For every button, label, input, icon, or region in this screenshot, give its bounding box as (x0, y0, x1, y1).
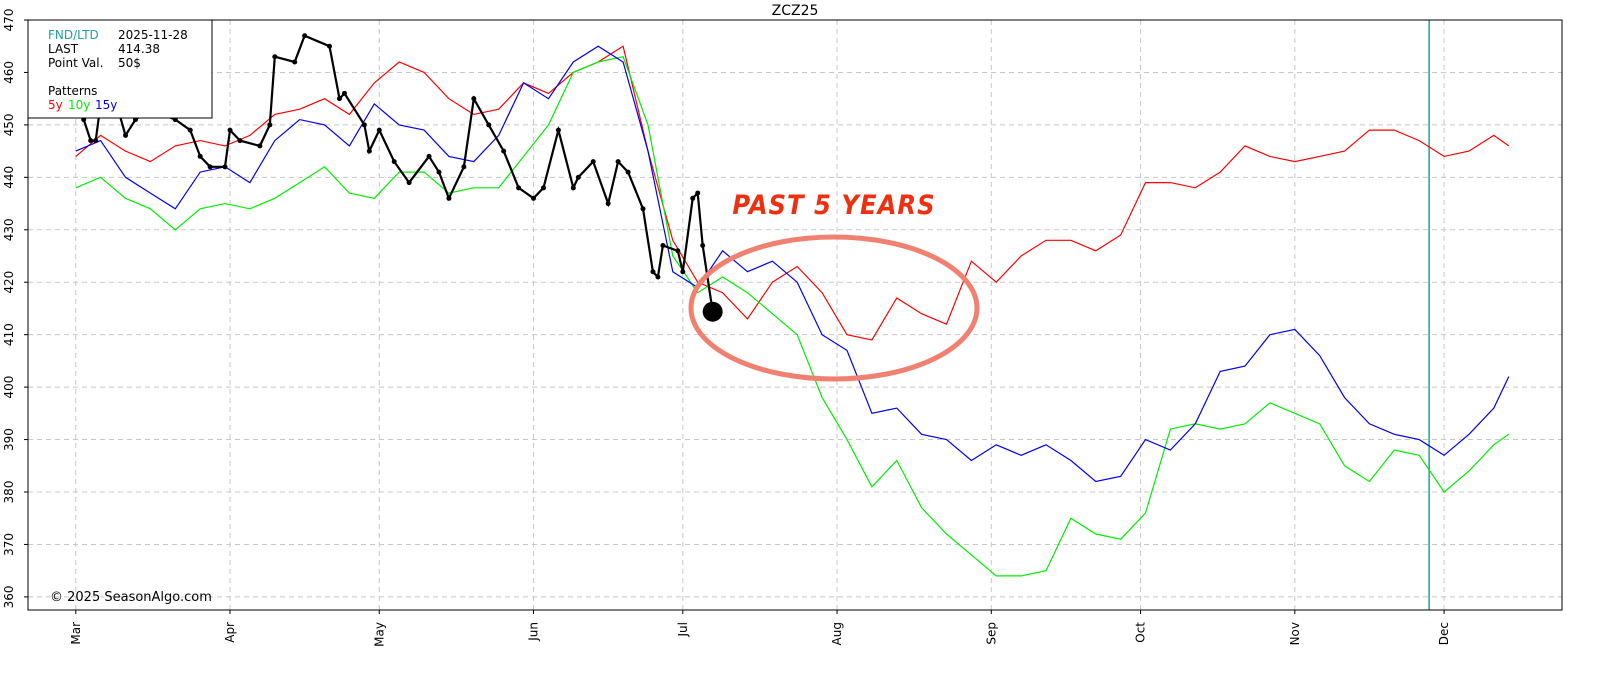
point (237, 138, 243, 144)
point (426, 153, 432, 159)
info-label: Patterns (48, 84, 97, 98)
info-label: Point Val. (48, 56, 103, 70)
point (446, 195, 452, 201)
point (187, 127, 193, 133)
point (555, 127, 561, 133)
point (516, 185, 522, 191)
point (267, 122, 273, 128)
point (625, 169, 631, 175)
point (690, 195, 696, 201)
y-tick-label: 390 (2, 428, 16, 451)
x-tick-label: May (372, 622, 386, 647)
annotation: PAST 5 YEARS (732, 190, 935, 221)
y-tick-label: 360 (2, 585, 16, 608)
point (366, 148, 372, 154)
y-tick-label: 450 (2, 113, 16, 136)
y-tick-label: 460 (2, 61, 16, 84)
point (700, 243, 706, 249)
point (292, 59, 298, 65)
x-tick-label: Nov (1288, 622, 1302, 645)
point (501, 148, 507, 154)
point (123, 132, 129, 138)
y-tick-label: 440 (2, 166, 16, 189)
point (570, 185, 576, 191)
pattern-line (75, 45, 1510, 341)
point (197, 153, 203, 159)
point (640, 206, 646, 212)
y-tick-label: 470 (2, 9, 16, 32)
x-tick-label: Jun (527, 622, 541, 642)
y-tick-label: 370 (2, 533, 16, 556)
point (660, 243, 666, 249)
pattern-line (75, 45, 1510, 483)
x-tick-label: Sep (984, 622, 998, 645)
point (605, 201, 611, 207)
point (227, 127, 233, 133)
point (575, 174, 581, 180)
point (486, 122, 492, 128)
point (461, 164, 467, 170)
point (361, 122, 367, 128)
point (650, 269, 656, 275)
x-tick-label: Jul (676, 622, 690, 637)
y-tick-label: 400 (2, 376, 16, 399)
point (336, 96, 342, 102)
copyright: © 2025 SeasonAlgo.com (50, 590, 212, 605)
x-tick-label: Mar (69, 622, 83, 645)
chart-title: ZCZ25 (772, 3, 819, 19)
y-tick-label: 420 (2, 271, 16, 294)
x-tick-label: Aug (830, 622, 844, 645)
point (93, 138, 99, 144)
last-point (702, 301, 723, 322)
info-box (27, 19, 213, 119)
x-tick-label: Oct (1134, 622, 1148, 643)
plot-frame (27, 19, 1563, 611)
point (327, 43, 333, 49)
info-label: LAST (48, 42, 79, 56)
point (207, 164, 213, 170)
info-label: FND/LTD (48, 28, 99, 42)
y-tick-label: 380 (2, 481, 16, 504)
point (675, 248, 681, 254)
pattern-line (75, 56, 1510, 577)
point (680, 269, 686, 275)
point (341, 90, 347, 96)
x-tick-label: Apr (223, 622, 237, 643)
point (540, 185, 546, 191)
point (436, 169, 442, 175)
point (471, 96, 477, 102)
x-tick-label: Dec (1437, 622, 1451, 645)
point (695, 190, 701, 196)
point (590, 159, 596, 165)
y-tick-label: 410 (2, 323, 16, 346)
point (376, 127, 382, 133)
info-value: 50$ (118, 56, 141, 70)
point (531, 195, 537, 201)
point (257, 143, 263, 149)
legend-entry: 15y (95, 98, 117, 112)
point (615, 159, 621, 165)
legend-entry: 10y (68, 98, 90, 112)
point (272, 54, 278, 60)
info-value: 2025-11-28 (118, 28, 188, 42)
point (391, 159, 397, 165)
highlight-ellipse (688, 234, 980, 382)
info-value: 414.38 (118, 42, 160, 56)
point (222, 164, 228, 170)
legend-entry: 5y (48, 98, 63, 112)
point (655, 274, 661, 280)
point (406, 180, 412, 186)
point (302, 33, 308, 39)
y-tick-label: 430 (2, 218, 16, 241)
point (88, 138, 94, 144)
